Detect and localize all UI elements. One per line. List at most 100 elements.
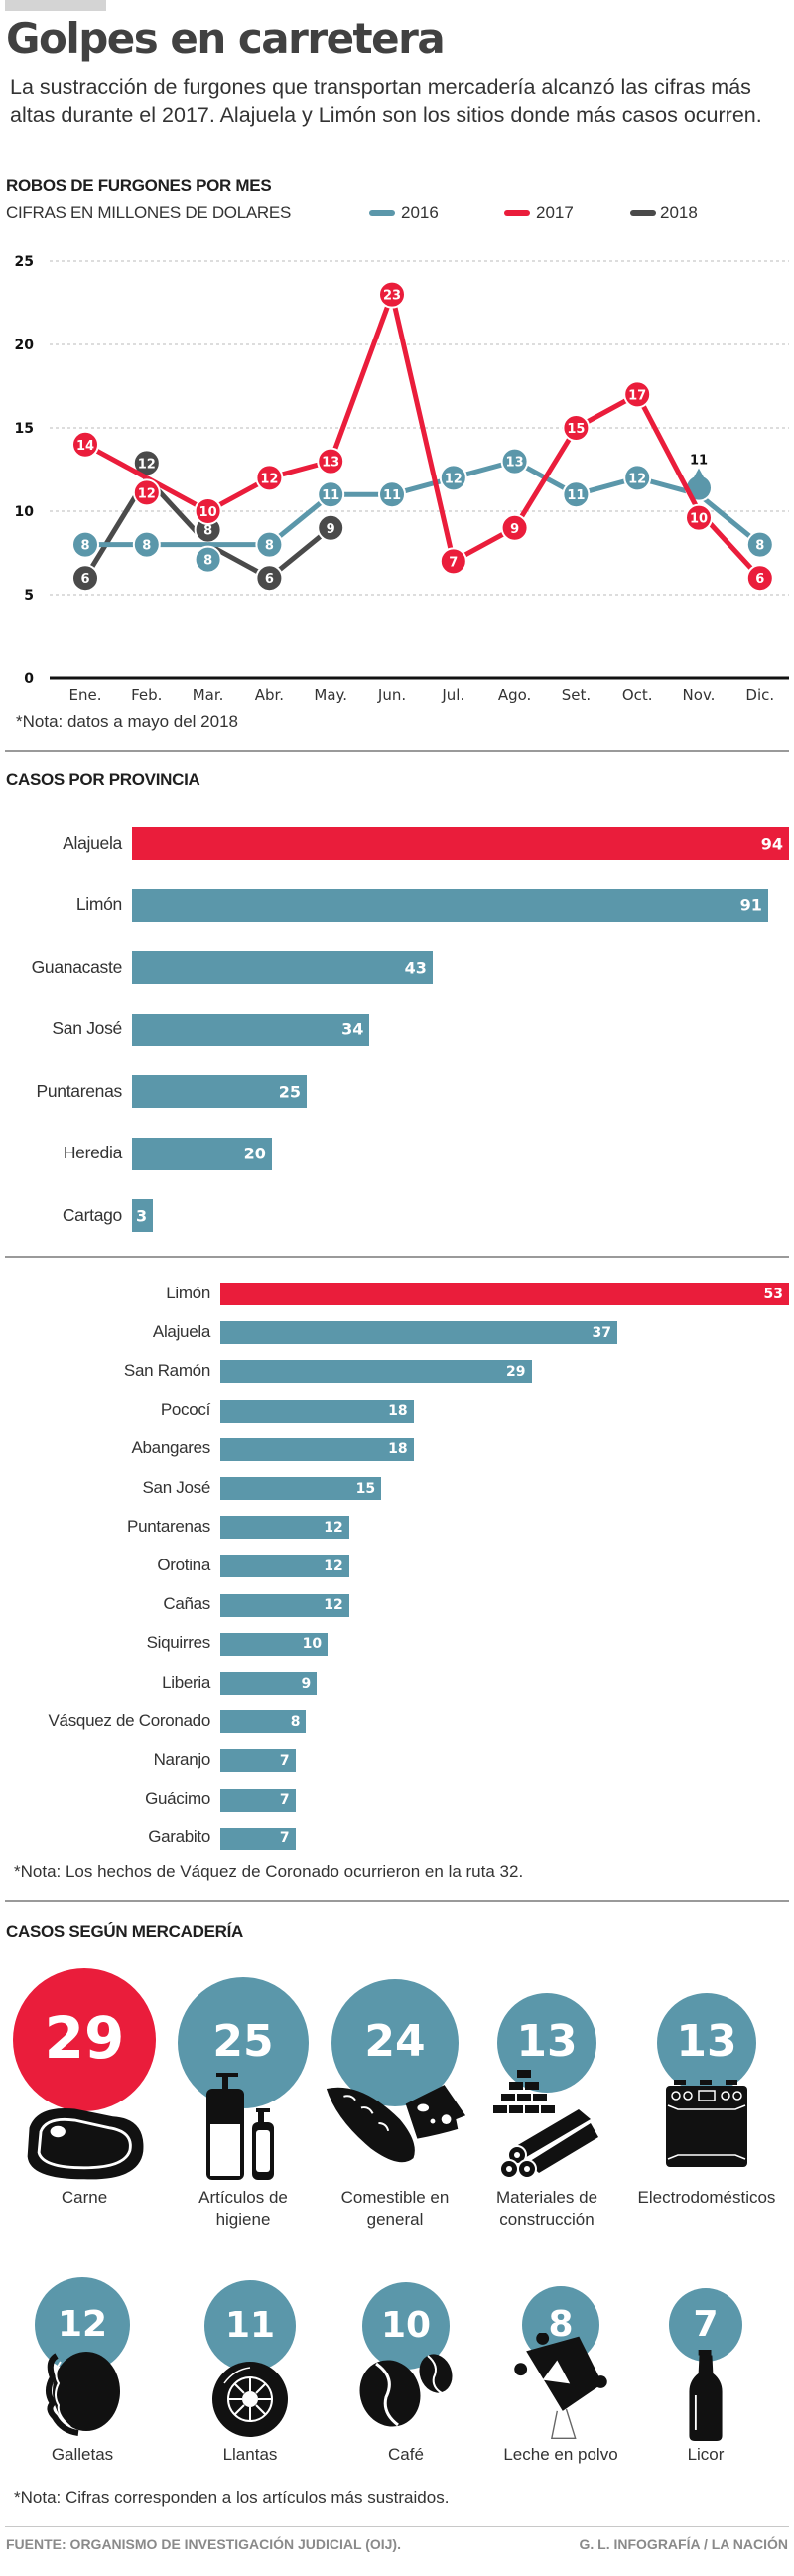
data-point [685, 503, 713, 532]
data-label: 12 [138, 457, 156, 472]
merch-label: Artículos de higiene [198, 2188, 288, 2229]
data-label: 8 [203, 554, 212, 569]
merch-value: 24 [364, 2015, 426, 2067]
value-bubble [204, 2280, 296, 2372]
bar-value: 20 [243, 1144, 266, 1163]
y-tick-label: 15 [15, 421, 34, 437]
legend-item-2018: 2018 [630, 203, 698, 223]
x-tick-label: Mar. [193, 686, 224, 704]
data-label: 8 [265, 539, 274, 554]
data-label: 10 [199, 505, 217, 520]
intro-text: La sustracción de furgones que transport… [10, 75, 762, 127]
bar-label: Garabito [148, 1828, 210, 1847]
bar-label: Abangares [131, 1438, 210, 1458]
bar: 94 [132, 827, 789, 860]
line-chart: 0 5 10 15 20 25 Ene. Feb. Mar. Abr. May. Jun. Jul. Ag… [15, 254, 789, 704]
data-label: 6 [755, 572, 764, 587]
bar-value: 7 [279, 1752, 290, 1769]
x-tick-label: Oct. [622, 686, 653, 704]
y-tick-label: 20 [15, 338, 35, 353]
merch-value: 7 [693, 2303, 719, 2345]
value-bubble [331, 1979, 459, 2106]
merch-value: 8 [548, 2303, 574, 2345]
bar: 7 [220, 1749, 296, 1773]
data-label: 13 [322, 456, 339, 471]
bar: 7 [220, 1827, 296, 1850]
value-bubble [657, 1993, 756, 2093]
data-point [623, 464, 652, 492]
bar: 37 [220, 1321, 618, 1345]
legend-item-2017: 2017 [504, 203, 574, 223]
bar-value: 94 [760, 834, 783, 853]
x-tick-label: Jun. [377, 686, 406, 704]
canton-chart-note: *Nota: Los hechos de Váquez de Coronado … [14, 1862, 524, 1881]
bar: 7 [220, 1788, 296, 1812]
merch-title: CASOS SEGÚN MERCADERÍA [6, 1922, 243, 1941]
data-point [71, 430, 99, 459]
data-label: 12 [445, 472, 463, 486]
x-tick-label: Feb. [131, 686, 162, 704]
data-label: 23 [383, 289, 401, 304]
data-label: 8 [142, 539, 151, 554]
bar-value: 12 [324, 1597, 343, 1614]
merch-value: 13 [676, 2015, 737, 2067]
x-tick-label: Dic. [745, 686, 774, 704]
y-tick-label: 10 [15, 504, 35, 520]
bar: 34 [132, 1013, 370, 1046]
series-2016: 8 8 8 8 11 11 12 13 11 12 11 8 [71, 447, 774, 574]
x-tick-label: Ago. [498, 686, 531, 704]
tire-icon [210, 2360, 290, 2444]
series-segment [328, 293, 395, 463]
data-point [194, 497, 222, 525]
merch-value: 10 [380, 2304, 432, 2346]
bar-value: 37 [592, 1324, 612, 1341]
bar-label: Cañas [163, 1594, 210, 1614]
data-point [317, 447, 345, 475]
merch-value: 25 [212, 2015, 274, 2067]
bar-label: Guanacaste [31, 956, 123, 977]
y-tick-label: 25 [15, 254, 34, 270]
bar: 12 [220, 1555, 349, 1578]
powder-bag-icon [511, 2332, 610, 2447]
bar-value: 8 [290, 1713, 301, 1730]
bar-label: Vásquez de Coronado [48, 1710, 211, 1730]
data-label: 11 [690, 454, 708, 469]
value-bubble [178, 1977, 309, 2108]
bar: 12 [220, 1593, 349, 1617]
bread-cheese-icon [323, 2080, 467, 2174]
bar-value: 29 [506, 1363, 526, 1380]
bar-label: Siquirres [146, 1633, 211, 1653]
series-segment [634, 393, 702, 513]
data-label: 12 [260, 472, 278, 486]
line-chart-title: ROBOS DE FURGONES POR MES [6, 176, 272, 195]
merch-label: Carne [61, 2188, 108, 2207]
x-tick-label: Jul. [441, 686, 464, 704]
bar-label: Pococí [160, 1400, 210, 1420]
data-point [194, 545, 222, 574]
merch-label: Materiales de construcción [495, 2188, 598, 2229]
merch-label: Licor [687, 2445, 725, 2464]
bar: 18 [220, 1399, 414, 1423]
data-label: 8 [755, 539, 764, 554]
data-point-pin [693, 468, 705, 479]
legend-swatch [630, 210, 656, 216]
legend-label: 2016 [401, 203, 439, 222]
source-credit: FUENTE: ORGANISMO DE INVESTIGACIÓN JUDIC… [6, 2536, 401, 2552]
x-tick-label: Abr. [255, 686, 284, 704]
merch-label: Electrodomésticos [637, 2188, 776, 2207]
x-tick-label: May. [314, 686, 347, 704]
bar-value: 25 [278, 1082, 302, 1101]
bar-label: Puntarenas [36, 1080, 122, 1101]
bar-label: Cartago [62, 1204, 122, 1225]
x-tick-label: Nov. [683, 686, 716, 704]
line-chart-subtitle: CIFRAS EN MILLONES DE DOLARES [6, 203, 291, 222]
data-point [378, 480, 406, 509]
bar-value: 12 [324, 1519, 343, 1536]
data-label: 6 [80, 572, 89, 587]
data-label: 9 [510, 522, 519, 537]
data-point [439, 464, 467, 492]
y-tick-label: 0 [24, 671, 34, 687]
data-point [745, 530, 774, 559]
bar: 20 [132, 1137, 272, 1170]
data-point [500, 513, 529, 542]
